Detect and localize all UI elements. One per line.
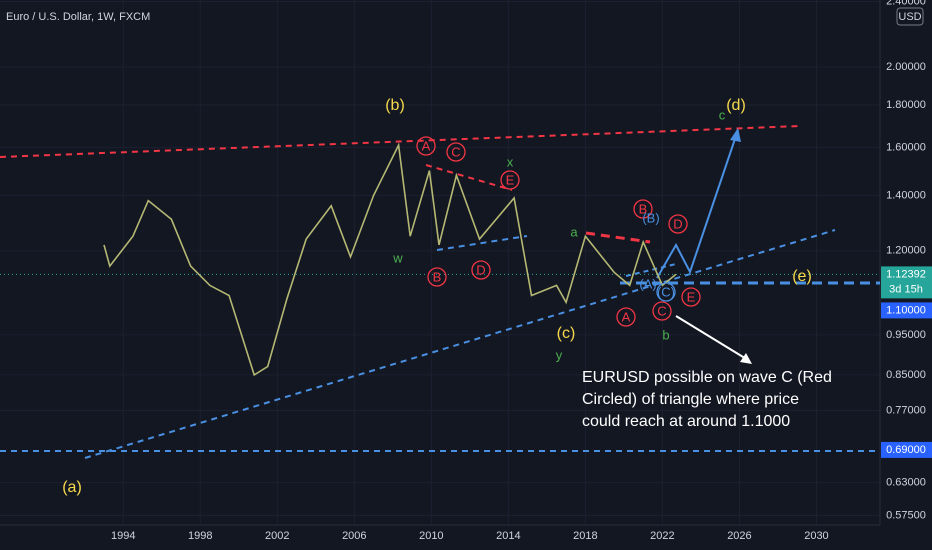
wave-label: A — [422, 138, 431, 153]
x-tick-label: 2018 — [573, 530, 597, 542]
wave-label: E — [687, 289, 696, 304]
wave-label: C — [657, 303, 666, 318]
wave-circle — [668, 214, 688, 234]
wave-label: B — [433, 269, 442, 284]
note: Circled) of triangle where price — [582, 391, 799, 408]
y-tick-label: 0.57500 — [886, 509, 926, 521]
trendline — [84, 229, 836, 459]
wave-label: A — [622, 309, 631, 324]
x-tick-label: 2030 — [804, 530, 828, 542]
y-tick-label: 2.00000 — [886, 61, 926, 73]
y-tick-label: 2.40000 — [886, 0, 926, 7]
note: could reach at around 1.1000 — [582, 413, 790, 430]
wave-circle — [656, 282, 676, 302]
y-tick-label: 1.60000 — [886, 141, 926, 153]
wave-circle — [633, 199, 653, 219]
wave-circle — [652, 301, 672, 321]
wave-circle — [416, 136, 436, 156]
y-tick-label: 0.95000 — [886, 329, 926, 341]
y-tick-label: 1.40000 — [886, 189, 926, 201]
x-tick-label: 2026 — [727, 530, 751, 542]
trendline — [0, 125, 801, 158]
x-tick-label: 1994 — [111, 530, 135, 542]
wave-label: (e) — [792, 268, 812, 285]
wave-label: (a) — [62, 479, 82, 496]
y-tick-label: 0.85000 — [886, 369, 926, 381]
x-tick-label: 1998 — [188, 530, 212, 542]
wave-circle — [681, 287, 701, 307]
wave-circle — [446, 142, 466, 162]
price-label-sub: 3d 15h — [889, 283, 923, 295]
x-tick-label: 2022 — [650, 530, 674, 542]
wave-label: (b) — [385, 97, 405, 114]
trendline — [585, 231, 651, 244]
x-tick-label: 2006 — [342, 530, 366, 542]
wave-label: D — [476, 262, 485, 277]
wave-label: y — [556, 347, 563, 362]
currency: USD — [898, 11, 921, 23]
wave-label: c — [719, 107, 726, 122]
price-label-box — [881, 441, 932, 458]
price-label-box — [881, 266, 932, 299]
wave-label: D — [673, 216, 682, 231]
grid — [0, 0, 880, 525]
price-label-box — [881, 302, 932, 319]
chart-title: Euro / U.S. Dollar, 1W, FXCM — [6, 11, 150, 23]
wave-label: (d) — [726, 97, 746, 114]
price-label: 1.12392 — [886, 268, 926, 280]
y-tick-label: 1.80000 — [886, 99, 926, 111]
currency-box — [896, 7, 924, 26]
wave-circle — [471, 260, 491, 280]
x-tick-label: 2010 — [419, 530, 443, 542]
wave-label: a — [570, 224, 578, 239]
wave-label: C — [451, 144, 460, 159]
y-tick-label: 0.77000 — [886, 404, 926, 416]
price-label: 0.69000 — [886, 444, 926, 456]
wave-label: (A) — [639, 276, 656, 291]
x-tick-label: 2014 — [496, 530, 520, 542]
wave-label: (C) — [657, 284, 675, 299]
x-tick-label: 2002 — [265, 530, 289, 542]
wave-label: w — [392, 250, 403, 265]
price-line — [103, 142, 677, 377]
arrow-head — [740, 353, 752, 364]
y-tick-label: 0.63000 — [886, 477, 926, 489]
wave-label: (c) — [557, 325, 576, 342]
wave-circle — [500, 170, 520, 190]
projection — [656, 129, 739, 279]
wave-circle — [427, 267, 447, 287]
wave-label: b — [662, 327, 669, 342]
note-arrow — [675, 315, 749, 361]
wave-label: B — [639, 201, 648, 216]
wave-label: E — [506, 172, 515, 187]
wave-circle — [616, 307, 636, 327]
wave-label: x — [507, 154, 514, 169]
arrow-head — [730, 128, 741, 142]
price-label: 1.10000 — [886, 304, 926, 316]
y-tick-label: 1.20000 — [886, 245, 926, 257]
drawings — [0, 125, 880, 459]
wave-label: (B) — [642, 210, 659, 225]
trendline — [436, 235, 528, 251]
note: EURUSD possible on wave C (Red — [582, 369, 832, 386]
trendline — [425, 164, 513, 191]
